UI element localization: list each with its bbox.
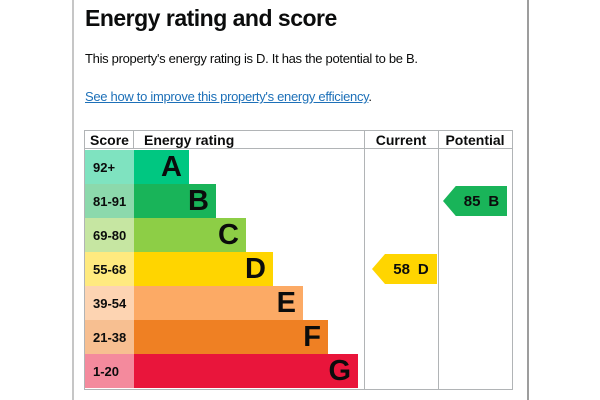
band-letter: C <box>218 218 239 251</box>
band-bar: E <box>134 286 303 320</box>
band-score-range: 55-68 <box>85 252 134 286</box>
band-score-range: 92+ <box>85 150 134 184</box>
current-column-divider <box>364 131 365 389</box>
potential-column-divider <box>438 131 439 389</box>
band-bar: C <box>134 218 246 252</box>
column-header-score: Score <box>90 132 129 148</box>
band-row-b: 81-91 B <box>85 184 512 218</box>
band-score-range: 39-54 <box>85 286 134 320</box>
potential-rating-arrow: 85 B <box>443 186 507 216</box>
chart-header-row: Score Energy rating Current Potential <box>85 131 512 149</box>
band-bar: B <box>134 184 216 218</box>
link-suffix: . <box>368 89 372 104</box>
band-score-range: 21-38 <box>85 320 134 354</box>
band-score-range: 81-91 <box>85 184 134 218</box>
column-header-current: Current <box>375 132 427 148</box>
band-bar: D <box>134 252 273 286</box>
improve-efficiency-link[interactable]: See how to improve this property's energ… <box>85 89 369 104</box>
current-rating-value: 58 <box>393 260 410 278</box>
band-bar: G <box>134 354 358 388</box>
band-letter: G <box>328 354 351 387</box>
rating-summary-text: This property's energy rating is D. It h… <box>85 51 418 66</box>
column-header-potential: Potential <box>445 132 505 148</box>
band-score-range: 69-80 <box>85 218 134 252</box>
current-rating-arrow: 58 D <box>372 254 437 284</box>
band-rows: 92+ A 81-91 B 69-80 C 55-68 D 39-54 E 21… <box>85 150 512 388</box>
band-row-a: 92+ A <box>85 150 512 184</box>
band-bar: F <box>134 320 328 354</box>
band-score-range: 1-20 <box>85 354 134 388</box>
improve-link-wrap: See how to improve this property's energ… <box>85 89 372 104</box>
energy-rating-chart: Score Energy rating Current Potential 92… <box>84 130 513 390</box>
band-row-c: 69-80 C <box>85 218 512 252</box>
band-row-g: 1-20 G <box>85 354 512 388</box>
band-row-f: 21-38 F <box>85 320 512 354</box>
left-page-border <box>72 0 74 400</box>
potential-rating-band: B <box>488 192 500 210</box>
band-letter: B <box>188 184 209 217</box>
score-column-divider <box>133 131 134 149</box>
page-title: Energy rating and score <box>85 5 337 31</box>
column-header-rating: Energy rating <box>144 132 235 148</box>
band-letter: A <box>161 150 182 183</box>
band-letter: F <box>303 320 321 353</box>
right-page-border <box>527 0 529 400</box>
potential-rating-value: 85 <box>463 192 481 210</box>
current-rating-band: D <box>417 260 429 278</box>
band-letter: E <box>276 286 296 319</box>
band-letter: D <box>245 252 266 285</box>
band-row-e: 39-54 E <box>85 286 512 320</box>
band-row-d: 55-68 D <box>85 252 512 286</box>
band-bar: A <box>134 150 189 184</box>
